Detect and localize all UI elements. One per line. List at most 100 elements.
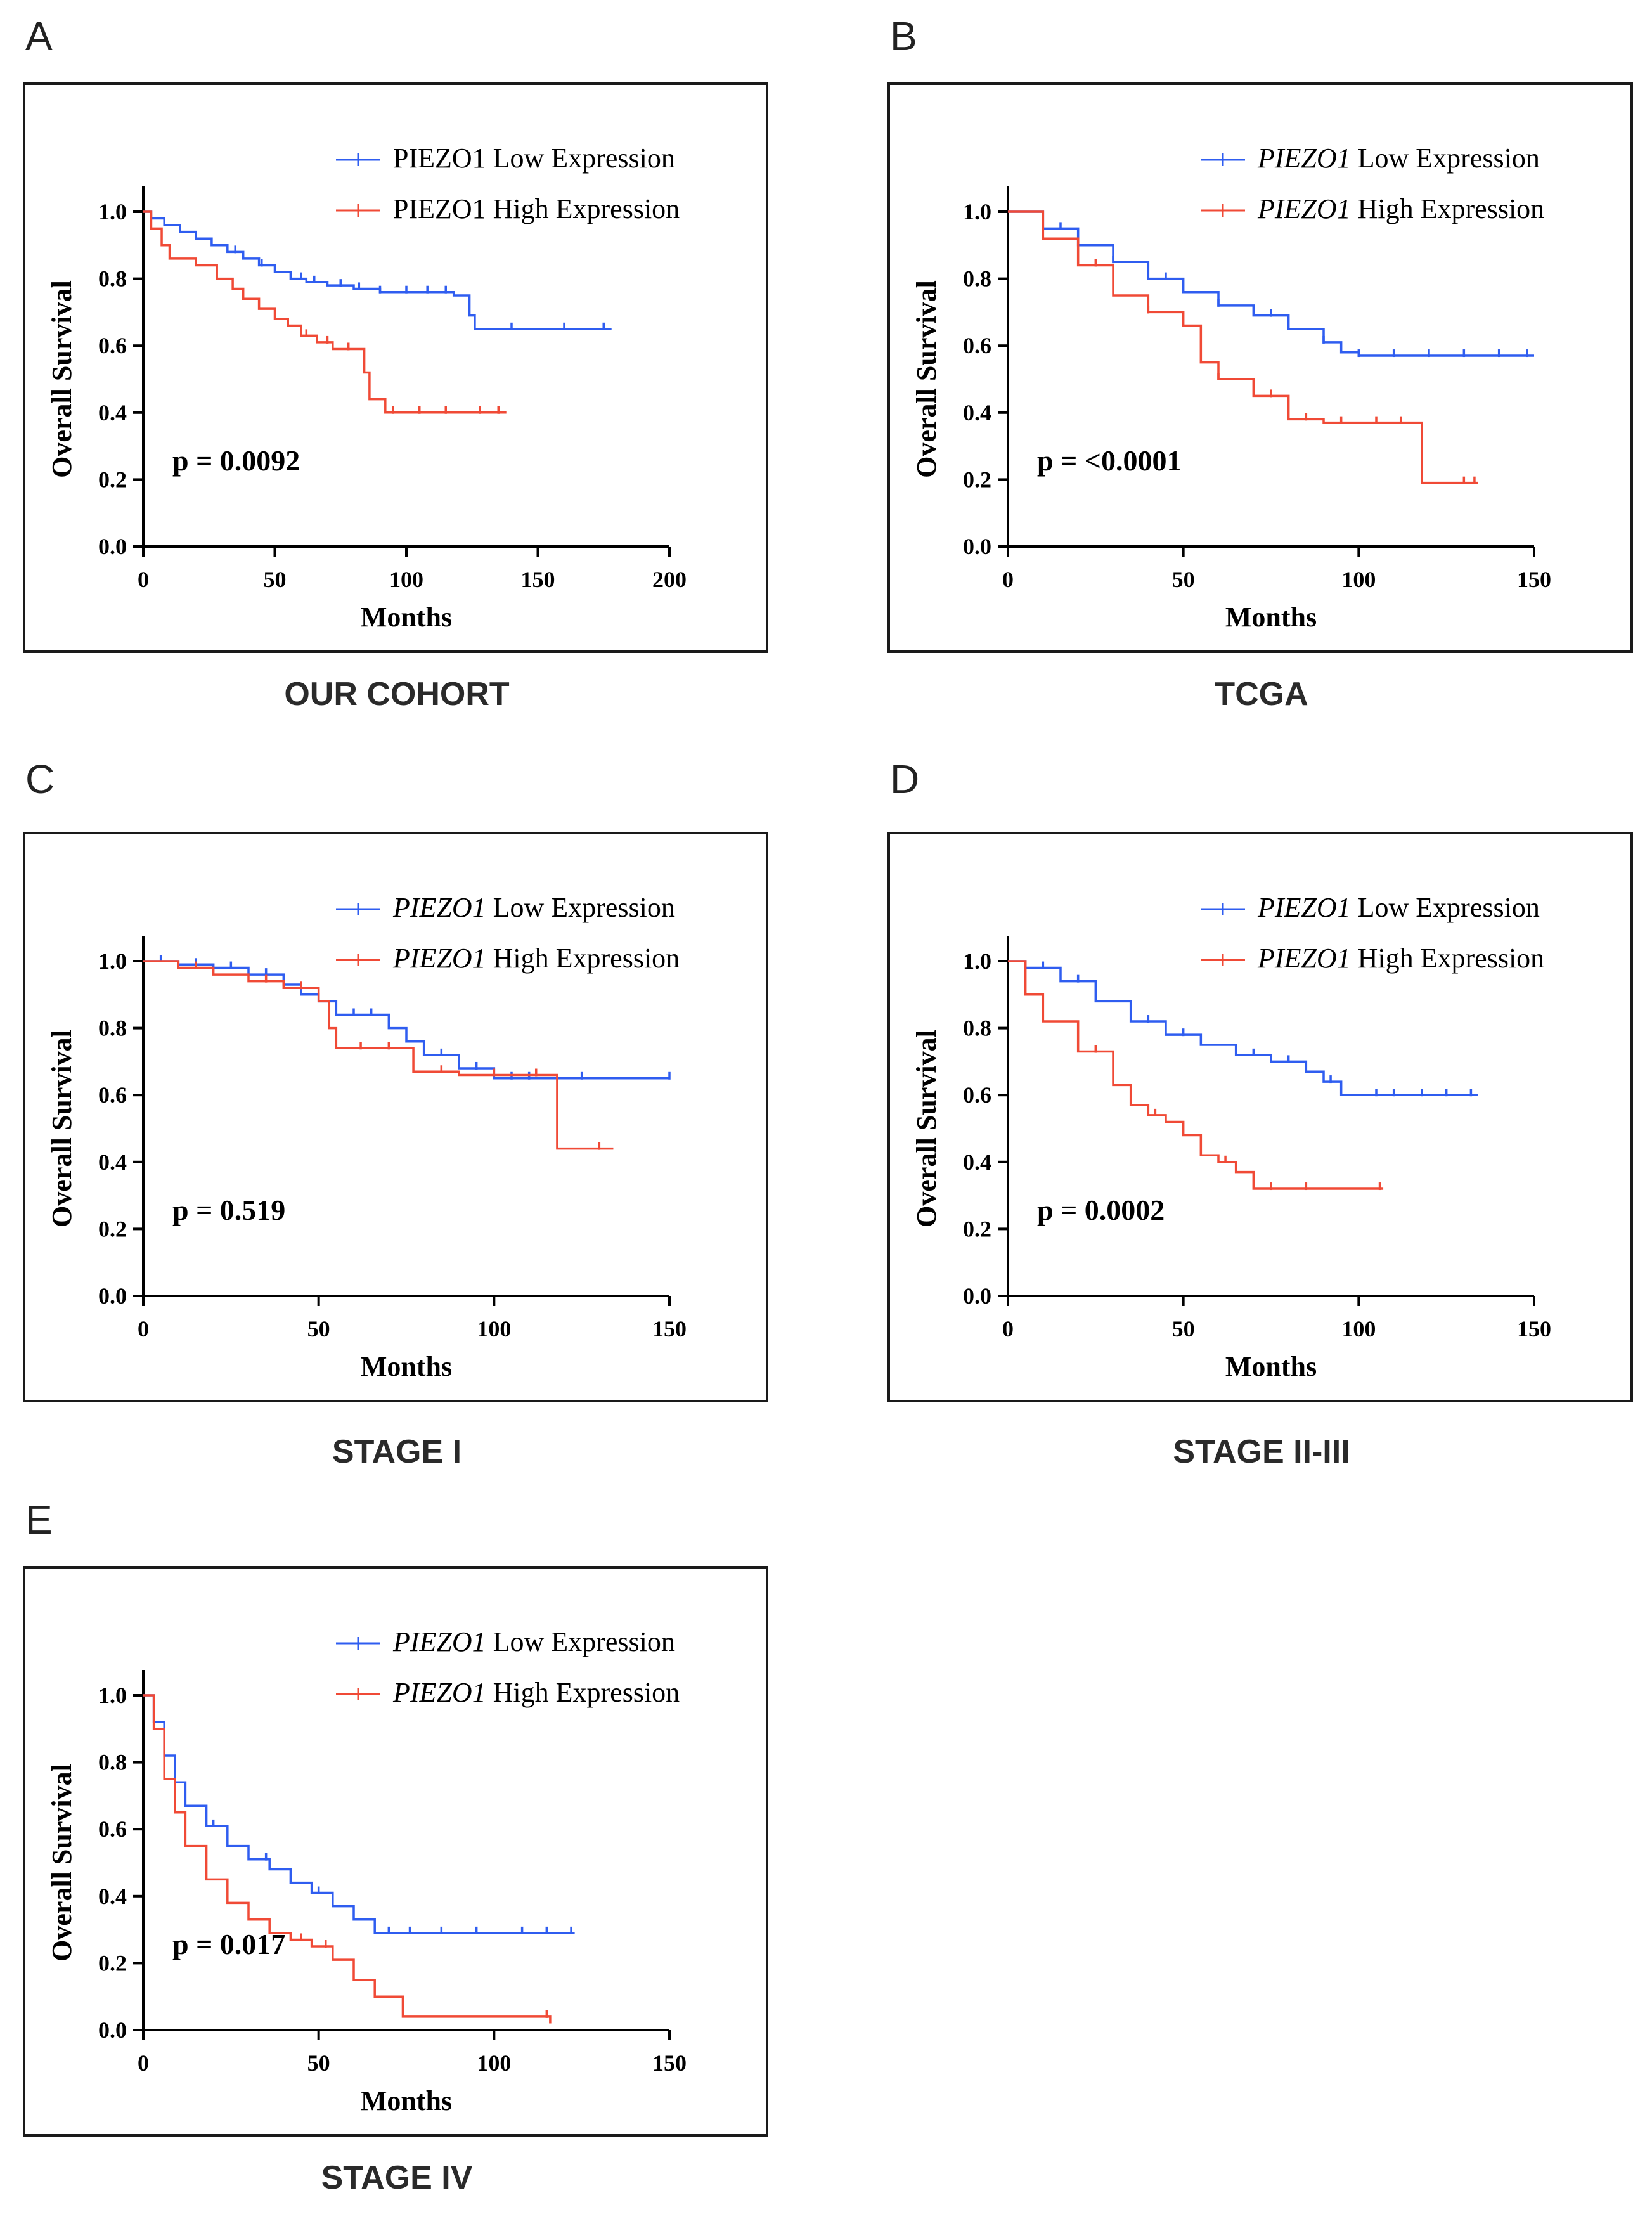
legend-gene-name: PIEZO1	[1257, 193, 1351, 224]
km-plot: 0.0 0.2 0.4 0.6 0.8 1.0 0 50 100 150 Months Overall…	[911, 892, 1551, 1382]
panel-letter: A	[25, 13, 53, 59]
panel-letter: B	[890, 13, 917, 59]
legend-item: PIEZO1 High Expression	[336, 943, 680, 974]
legend-label: PIEZO1 High Expression	[1257, 943, 1544, 974]
legend-item: PIEZO1 High Expression	[336, 193, 680, 224]
km-plot: 0.0 0.2 0.4 0.6 0.8 1.0 0 50 100 150 Months Overall…	[46, 1626, 687, 2116]
y-tick-label: 0.6	[98, 333, 127, 358]
survival-curve	[1008, 210, 1534, 357]
panel-caption: OUR COHORT	[284, 676, 510, 713]
x-tick-label: 200	[652, 567, 687, 592]
survival-curve	[143, 960, 614, 1150]
y-tick-label: 1.0	[98, 199, 127, 224]
legend-gene-name: PIEZO1	[392, 1626, 486, 1657]
legend-label: PIEZO1 Low Expression	[393, 143, 675, 174]
y-tick-label: 0.4	[98, 1884, 127, 1909]
y-tick-label: 0.8	[98, 1750, 127, 1775]
x-tick-label: 0	[1002, 1316, 1014, 1342]
survival-curve	[143, 960, 669, 1080]
legend-item: PIEZO1 Low Expression	[336, 143, 675, 174]
x-tick-label: 100	[389, 567, 423, 592]
y-tick-label: 0.2	[98, 1216, 127, 1241]
survival-curve	[143, 210, 612, 330]
y-tick-label: 0.2	[98, 467, 127, 492]
survival-curve	[1008, 960, 1384, 1190]
legend-label-suffix: High Expression	[1351, 193, 1545, 224]
legend-label: PIEZO1 Low Expression	[1257, 892, 1540, 923]
p-value: p = 0.017	[172, 1928, 285, 1960]
legend-gene-name: PIEZO1	[1257, 943, 1351, 974]
x-tick-label: 50	[307, 2050, 330, 2076]
survival-curve	[143, 210, 507, 414]
y-tick-label: 0.8	[98, 1016, 127, 1041]
series-high-expression	[143, 210, 507, 414]
legend-item: PIEZO1 Low Expression	[336, 1626, 675, 1657]
y-axis-title: Overall Survival	[911, 1030, 942, 1227]
series-high-expression	[1008, 210, 1478, 484]
legend-label: PIEZO1 High Expression	[393, 193, 680, 224]
axes: 0.0 0.2 0.4 0.6 0.8 1.0 0 50 100 150 200	[98, 186, 687, 592]
survival-curve	[143, 1694, 552, 2024]
legend-label-suffix: Low Expression	[1351, 892, 1540, 923]
y-tick-label: 0.0	[963, 1283, 991, 1309]
x-tick-label: 0	[138, 567, 149, 592]
panel-caption: STAGE II-III	[1173, 1433, 1350, 1470]
y-tick-label: 0.4	[963, 1149, 991, 1175]
legend-label: PIEZO1 High Expression	[392, 943, 680, 974]
p-value: p = 0.0092	[172, 444, 300, 477]
legend-label-suffix: Low Expression	[486, 143, 675, 174]
y-tick-label: 0.6	[963, 333, 991, 358]
series-low-expression	[1008, 210, 1534, 358]
km-plot: 0.0 0.2 0.4 0.6 0.8 1.0 0 50 100 150 Months Overall…	[911, 143, 1551, 633]
axes: 0.0 0.2 0.4 0.6 0.8 1.0 0 50 100 150	[98, 1670, 687, 2076]
legend-label-suffix: Low Expression	[486, 892, 675, 923]
panel-A-chart: 0.0 0.2 0.4 0.6 0.8 1.0 0 50 100 150 200 Months Over…	[23, 82, 768, 653]
y-tick-label: 0.8	[98, 266, 127, 292]
x-tick-label: 50	[307, 1316, 330, 1342]
x-axis-title: Months	[361, 602, 452, 633]
y-tick-label: 0.2	[98, 1950, 127, 1976]
x-tick-label: 150	[1517, 567, 1551, 592]
y-axis-title: Overall Survival	[46, 280, 77, 478]
series-low-expression	[1008, 960, 1478, 1097]
y-tick-label: 0.4	[98, 1149, 127, 1175]
legend-label: PIEZO1 High Expression	[1257, 193, 1544, 224]
panel-caption: TCGA	[1215, 676, 1308, 713]
legend-label: PIEZO1 High Expression	[392, 1677, 680, 1708]
legend-gene-name: PIEZO1	[1257, 892, 1351, 923]
legend-label-suffix: High Expression	[1351, 943, 1545, 974]
y-tick-label: 0.6	[963, 1082, 991, 1108]
y-tick-label: 0.6	[98, 1816, 127, 1842]
series-low-expression	[143, 210, 612, 330]
legend-gene-name: PIEZO1	[393, 193, 486, 224]
legend-item: PIEZO1 High Expression	[1201, 943, 1544, 974]
x-axis-title: Months	[1225, 602, 1317, 633]
panel-D-chart: 0.0 0.2 0.4 0.6 0.8 1.0 0 50 100 150 Months Overall…	[887, 832, 1633, 1402]
y-tick-label: 0.0	[963, 534, 991, 559]
legend-gene-name: PIEZO1	[393, 143, 486, 174]
legend-label-suffix: Low Expression	[1351, 143, 1540, 174]
x-tick-label: 150	[521, 567, 555, 592]
x-tick-label: 0	[138, 2050, 149, 2076]
legend-gene-name: PIEZO1	[1257, 143, 1351, 174]
legend-label-suffix: High Expression	[486, 1677, 680, 1708]
panel-caption: STAGE I	[332, 1433, 462, 1470]
axes: 0.0 0.2 0.4 0.6 0.8 1.0 0 50 100 150	[98, 936, 687, 1342]
survival-curve	[1008, 210, 1478, 484]
y-tick-label: 1.0	[963, 199, 991, 224]
x-tick-label: 0	[1002, 567, 1014, 592]
y-tick-label: 1.0	[98, 1683, 127, 1708]
y-tick-label: 0.8	[963, 266, 991, 292]
x-tick-label: 100	[1341, 567, 1376, 592]
panel-letter: E	[25, 1497, 53, 1543]
axes: 0.0 0.2 0.4 0.6 0.8 1.0 0 50 100 150	[963, 936, 1551, 1342]
panel-letter: C	[25, 756, 55, 802]
x-axis-title: Months	[361, 1351, 452, 1382]
legend-item: PIEZO1 High Expression	[336, 1677, 680, 1708]
y-tick-label: 0.0	[98, 2017, 127, 2043]
y-tick-label: 0.4	[963, 400, 991, 425]
series-high-expression	[1008, 960, 1384, 1191]
legend-label: PIEZO1 Low Expression	[392, 1626, 675, 1657]
legend-label-suffix: Low Expression	[486, 1626, 675, 1657]
legend-label-suffix: High Expression	[486, 193, 680, 224]
